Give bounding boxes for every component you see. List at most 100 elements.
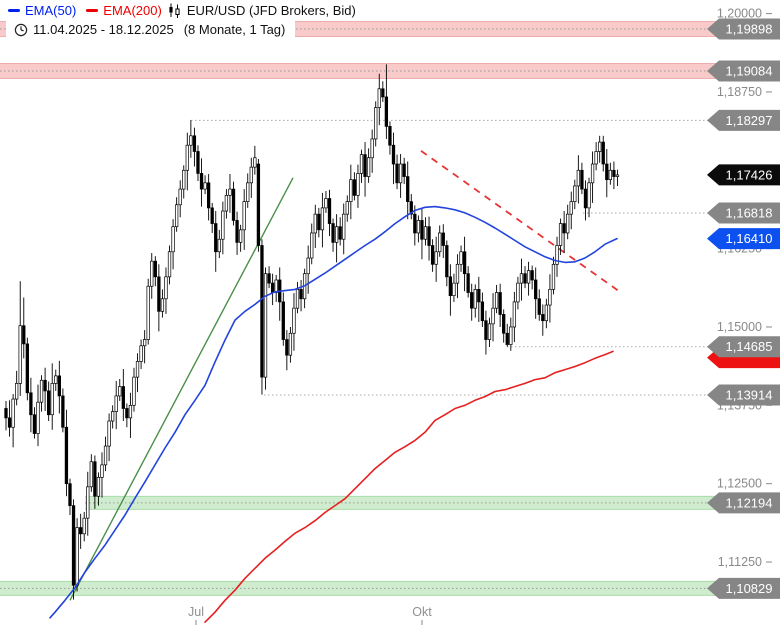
candle-body [32,414,37,434]
candle-body [590,163,595,184]
candle-body [288,332,293,356]
candlestick-icon [167,3,182,18]
price-tag-1,14685 [707,336,780,358]
candle-body [25,343,29,394]
candle-body [310,232,314,259]
candle-body [256,163,261,246]
candle-body [121,386,125,409]
candle-body [203,182,207,190]
price-tag-1,19084 [707,60,780,82]
candle-body [548,289,552,306]
candle-body [270,282,275,293]
candle-body [18,325,22,384]
candle-body [125,408,129,419]
candle-body [29,392,33,416]
candle-body [306,257,310,275]
legend-ema50-label: EMA(50) [25,3,77,18]
candle-body [189,135,193,146]
price-tag-1,12194 [707,492,780,514]
candle-body [260,245,264,378]
candle-body [160,298,165,312]
candle-body [349,179,353,202]
candle-body [281,301,285,340]
candle-body [338,226,342,240]
price-tag-label: 1,16818 [726,206,773,221]
candle-body [15,383,19,400]
candle-body [167,251,172,278]
candle-body [139,345,143,362]
candle-body [217,238,221,253]
candle-body [509,326,513,345]
price-tag-label: 1,19084 [726,64,773,79]
candle-body [89,461,93,488]
y-axis-tick: 1,20000 [717,7,762,21]
candle-body [580,169,584,190]
candle-body [359,154,364,174]
candle-body [544,304,549,322]
candle-body [555,245,559,265]
range-duration: (8 Monate, 1 Tag) [183,22,286,37]
candle-body [477,289,481,303]
candle-body [96,477,101,497]
candle-body [231,188,236,221]
resistance-trendline [420,150,621,293]
y-axis-tick: 1,12500 [717,477,762,491]
candle-body [210,207,214,224]
candle-body [484,320,488,340]
candle-body [68,483,72,506]
candle-body [587,182,591,209]
candle-body [82,517,86,535]
candle-body [459,251,463,265]
candle-body [274,279,278,293]
candle-body [107,420,111,447]
candle-body [327,198,332,224]
candle-body [64,426,69,485]
candle-body [523,273,527,284]
candle-body [470,292,474,309]
y-axis-tick: 1,15000 [717,320,762,334]
candle-body [356,173,360,196]
candle-body [206,182,211,209]
candle-body [153,260,157,278]
candle-body [473,289,477,309]
candle-body [530,270,534,281]
candle-body [214,223,218,253]
candle-body [11,398,15,428]
candle-body [299,289,303,300]
candle-body [370,138,374,159]
candle-body [174,204,179,228]
candle-body [576,169,581,187]
candle-body [199,173,204,190]
candle-body [285,339,289,356]
ema-line-200 [204,350,614,624]
candle-body [267,273,271,284]
candle-body [573,185,577,202]
candle-body [228,188,232,196]
candle-body [491,307,495,325]
x-axis-label: Jul [188,605,204,619]
candle-body [157,276,161,312]
candle-body [519,273,524,284]
candle-body [150,260,154,287]
candle-body [363,154,367,177]
candle-body [423,226,428,240]
candle-body [366,157,371,177]
candle-body [374,107,378,140]
candle-body [295,289,300,309]
candle-body [612,169,616,177]
candle-body [391,144,396,165]
candle-body [398,163,403,184]
candle-body [402,163,406,177]
price-tag-label: 1,14685 [726,339,773,354]
price-zone [0,63,780,79]
candle-body [505,332,509,345]
date-range: 11.04.2025 - 18.12.2025 [33,22,174,37]
candle-body [455,263,460,284]
candle-body [409,201,413,215]
candle-body [608,169,612,181]
candle-body [50,383,54,416]
price-zone [0,581,780,596]
candle-body [448,276,453,296]
